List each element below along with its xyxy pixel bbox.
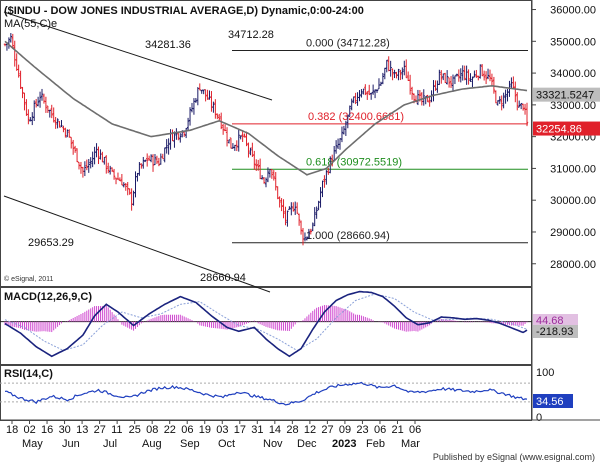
price-tick-label: 36000.00 bbox=[550, 5, 596, 17]
x-month-label: Jul bbox=[103, 438, 117, 450]
x-day-label: 14 bbox=[269, 424, 281, 436]
current-price-tag bbox=[533, 87, 600, 102]
x-day-label: 06 bbox=[181, 424, 193, 436]
x-day-label: 28 bbox=[286, 424, 298, 436]
x-day-label: 08 bbox=[146, 424, 158, 436]
x-month-label: Mar bbox=[401, 438, 420, 450]
x-month-label: Aug bbox=[142, 438, 162, 450]
rsi-label: RSI(14,C) bbox=[4, 368, 53, 380]
swing-price-label: 28660.94 bbox=[200, 272, 246, 284]
channel-upper-line bbox=[3, 11, 273, 101]
x-month-label: Feb bbox=[366, 438, 385, 450]
copyright-text: © eSignal, 2011 bbox=[4, 275, 54, 283]
x-month-label: Oct bbox=[218, 438, 235, 450]
price-tick-label: 35000.00 bbox=[550, 36, 596, 48]
x-day-label: 16 bbox=[41, 424, 53, 436]
x-day-label: 18 bbox=[6, 424, 18, 436]
x-month-label: 2023 bbox=[332, 438, 356, 450]
chart-title: ($INDU - DOW JONES INDUSTRIAL AVERAGE,D)… bbox=[4, 5, 364, 17]
x-day-label: 03 bbox=[216, 424, 228, 436]
price-tick-label: 29000.00 bbox=[550, 227, 596, 239]
rsi-value-text: 34.56 bbox=[536, 396, 564, 408]
x-month-label: Nov bbox=[263, 438, 283, 450]
macd-value-tag-2 bbox=[533, 325, 578, 338]
x-day-label: 12 bbox=[304, 424, 316, 436]
x-day-label: 21 bbox=[391, 424, 403, 436]
x-month-label: Sep bbox=[180, 438, 200, 450]
x-month-label: Dec bbox=[297, 438, 317, 450]
macd-line bbox=[4, 290, 528, 358]
rsi-tick-100: 100 bbox=[536, 367, 554, 379]
price-tick-label: 30000.00 bbox=[550, 195, 596, 207]
swing-price-label: 34712.28 bbox=[228, 29, 274, 41]
swing-price-label: 29653.29 bbox=[28, 237, 74, 249]
moving-average-line bbox=[4, 40, 528, 176]
macd-value-text-2: -218.93 bbox=[536, 326, 573, 338]
x-day-label: 06 bbox=[374, 424, 386, 436]
x-day-label: 27 bbox=[94, 424, 106, 436]
price-tick-label: 33000.00 bbox=[550, 100, 596, 112]
macd-signal-line bbox=[4, 293, 528, 352]
fib-level-label: 0.382 (32400.6681) bbox=[308, 111, 404, 123]
x-day-label: 13 bbox=[76, 424, 88, 436]
current-price-text: 33321.5247 bbox=[536, 90, 594, 102]
macd-value-tag-1 bbox=[533, 314, 578, 327]
swing-price-label: 34281.36 bbox=[145, 39, 191, 51]
rsi-panel bbox=[0, 381, 532, 406]
x-day-label: 23 bbox=[356, 424, 368, 436]
x-day-label: 30 bbox=[59, 424, 71, 436]
x-day-label: 31 bbox=[251, 424, 263, 436]
x-day-label: 22 bbox=[164, 424, 176, 436]
x-month-label: Jun bbox=[62, 438, 80, 450]
x-day-label: 11 bbox=[111, 424, 122, 436]
rsi-tick-0: 0 bbox=[536, 412, 542, 424]
x-day-label: 17 bbox=[234, 424, 246, 436]
last-price-tag bbox=[533, 121, 600, 136]
x-day-label: 19 bbox=[199, 424, 211, 436]
x-day-label: 06 bbox=[409, 424, 421, 436]
rsi-line bbox=[4, 381, 528, 406]
price-tick-label: 31000.00 bbox=[550, 163, 596, 175]
fib-level-label: 0.618 (30972.5519) bbox=[306, 156, 402, 168]
x-day-label: 25 bbox=[129, 424, 141, 436]
price-tick-label: 28000.00 bbox=[550, 259, 596, 271]
channel-lower-line bbox=[3, 195, 271, 293]
macd-panel bbox=[0, 290, 532, 358]
footer-text: Published by eSignal (www.esignal.com) bbox=[433, 452, 595, 462]
axes: 28000.0029000.0030000.0031000.0032000.00… bbox=[0, 5, 600, 450]
ma-label: MA(55,C)e bbox=[4, 18, 57, 30]
last-price-text: 32254.86 bbox=[536, 124, 582, 136]
macd-value-text-1: 44.68 bbox=[536, 315, 564, 327]
fib-level-label: 0.000 (34712.28) bbox=[306, 37, 390, 49]
price-tick-label: 34000.00 bbox=[550, 68, 596, 80]
price-panel: 0.000 (34712.28) 0.382 (32400.6681) 0.618 … bbox=[3, 11, 529, 293]
x-day-label: 27 bbox=[321, 424, 333, 436]
macd-label: MACD(12,26,9,C) bbox=[4, 291, 92, 303]
x-day-label: 09 bbox=[339, 424, 351, 436]
fib-level-label: 1.000 (28660.94) bbox=[306, 230, 390, 242]
rsi-value-tag bbox=[533, 394, 573, 408]
x-day-label: 02 bbox=[24, 424, 36, 436]
x-month-label: May bbox=[22, 438, 43, 450]
